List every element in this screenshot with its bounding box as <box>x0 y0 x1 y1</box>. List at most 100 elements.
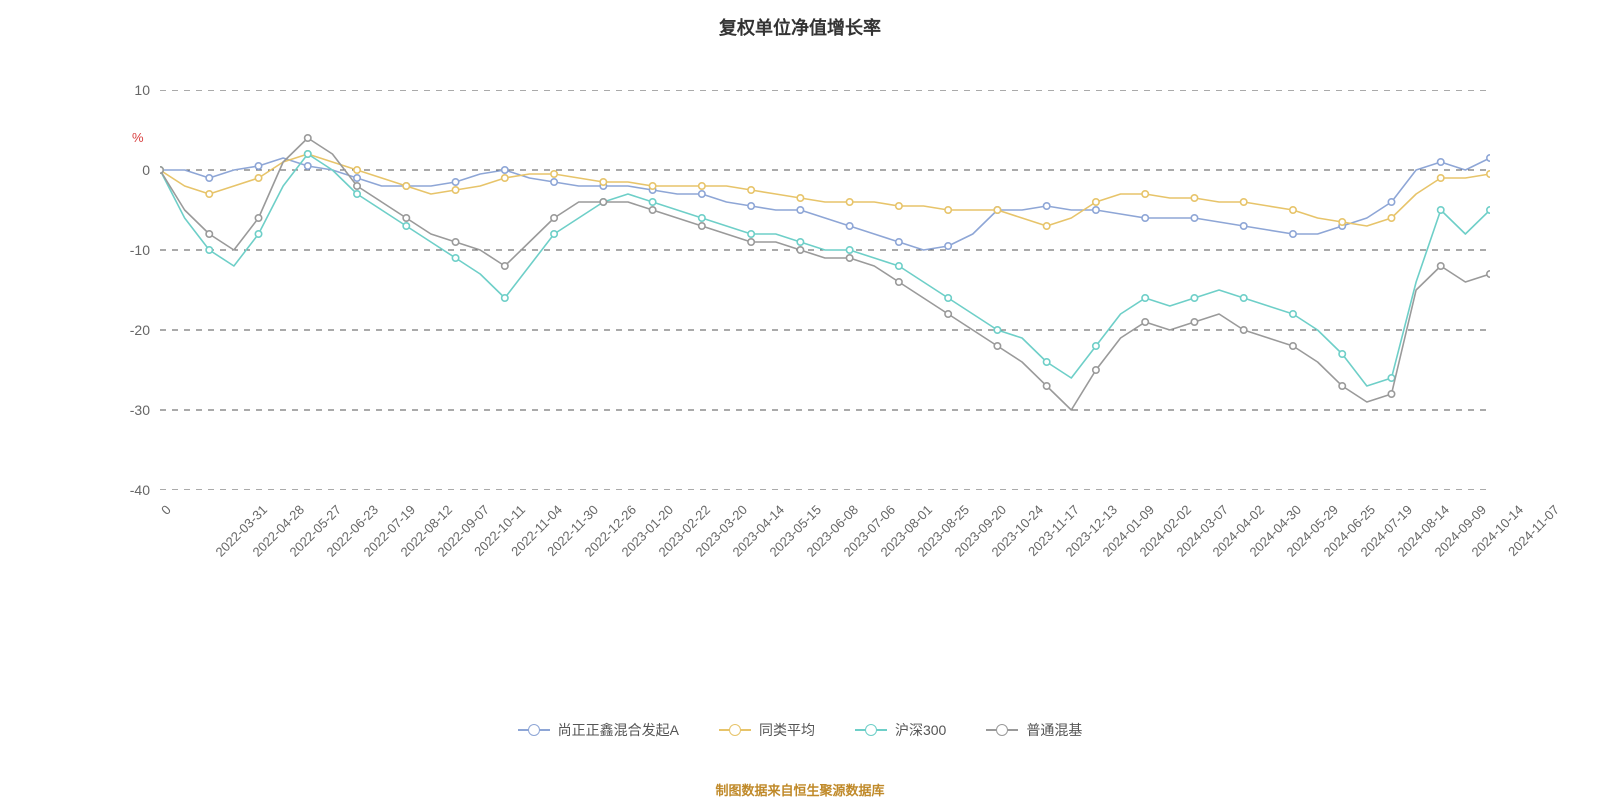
series-marker <box>1043 203 1049 209</box>
series-marker <box>1043 359 1049 365</box>
series-marker <box>354 191 360 197</box>
series-marker <box>1339 219 1345 225</box>
legend: 尚正正鑫混合发起A 同类平均 沪深300 普通混基 <box>0 720 1600 740</box>
legend-swatch <box>518 723 550 737</box>
series-marker <box>994 327 1000 333</box>
series-marker <box>1191 295 1197 301</box>
series-marker <box>699 215 705 221</box>
series-marker <box>1241 295 1247 301</box>
series-marker <box>699 191 705 197</box>
series-marker <box>649 207 655 213</box>
series-marker <box>403 183 409 189</box>
series-marker <box>1241 199 1247 205</box>
series-marker <box>649 199 655 205</box>
legend-label: 沪深300 <box>895 720 946 740</box>
series-marker <box>1093 207 1099 213</box>
series-marker <box>502 167 508 173</box>
series-marker <box>206 231 212 237</box>
series-marker <box>896 203 902 209</box>
series-marker <box>206 191 212 197</box>
series-marker <box>994 207 1000 213</box>
series-marker <box>452 239 458 245</box>
series-marker <box>994 343 1000 349</box>
series-marker <box>1142 215 1148 221</box>
series-marker <box>551 215 557 221</box>
series-marker <box>945 295 951 301</box>
series-marker <box>1093 343 1099 349</box>
series-marker <box>452 187 458 193</box>
series-marker <box>354 183 360 189</box>
data-source-footer: 制图数据来自恒生聚源数据库 <box>0 780 1600 799</box>
series-line <box>160 154 1490 226</box>
y-axis-unit: % <box>132 130 144 145</box>
legend-label: 普通混基 <box>1026 720 1082 740</box>
series-marker <box>255 215 261 221</box>
series-marker <box>600 199 606 205</box>
series-marker <box>1142 191 1148 197</box>
series-marker <box>1388 215 1394 221</box>
series-marker <box>403 215 409 221</box>
legend-label: 尚正正鑫混合发起A <box>558 720 679 740</box>
legend-label: 同类平均 <box>759 720 815 740</box>
series-marker <box>1191 195 1197 201</box>
series-marker <box>1241 223 1247 229</box>
series-marker <box>1388 375 1394 381</box>
series-marker <box>354 175 360 181</box>
series-marker <box>1487 171 1490 177</box>
chart-svg <box>160 90 1490 490</box>
series-marker <box>846 247 852 253</box>
series-marker <box>551 179 557 185</box>
legend-item: 普通混基 <box>986 720 1082 740</box>
legend-swatch <box>986 723 1018 737</box>
y-tick-label: -10 <box>110 242 150 258</box>
series-marker <box>1241 327 1247 333</box>
series-marker <box>1438 175 1444 181</box>
series-marker <box>1043 383 1049 389</box>
series-marker <box>354 167 360 173</box>
series-marker <box>1290 343 1296 349</box>
series-marker <box>748 231 754 237</box>
legend-item: 尚正正鑫混合发起A <box>518 720 679 740</box>
series-marker <box>846 255 852 261</box>
series-marker <box>160 167 163 173</box>
series-marker <box>797 207 803 213</box>
series-marker <box>896 263 902 269</box>
series-marker <box>1438 207 1444 213</box>
series-marker <box>945 207 951 213</box>
series-marker <box>305 135 311 141</box>
y-tick-label: -40 <box>110 482 150 498</box>
x-tick-label: 0 <box>158 502 174 518</box>
series-marker <box>1438 159 1444 165</box>
y-tick-label: -30 <box>110 402 150 418</box>
series-marker <box>403 223 409 229</box>
series-marker <box>1388 199 1394 205</box>
series-marker <box>797 195 803 201</box>
series-marker <box>551 231 557 237</box>
series-marker <box>1339 351 1345 357</box>
series-marker <box>452 179 458 185</box>
series-marker <box>1290 311 1296 317</box>
series-marker <box>255 163 261 169</box>
series-marker <box>502 263 508 269</box>
series-marker <box>255 175 261 181</box>
series-marker <box>1487 271 1490 277</box>
series-marker <box>1191 215 1197 221</box>
series-marker <box>748 239 754 245</box>
series-marker <box>649 183 655 189</box>
series-marker <box>1290 207 1296 213</box>
series-marker <box>1290 231 1296 237</box>
series-marker <box>206 247 212 253</box>
series-marker <box>945 311 951 317</box>
series-marker <box>896 239 902 245</box>
series-marker <box>748 203 754 209</box>
series-marker <box>797 239 803 245</box>
series-marker <box>206 175 212 181</box>
series-marker <box>748 187 754 193</box>
legend-item: 同类平均 <box>719 720 815 740</box>
legend-swatch <box>719 723 751 737</box>
series-marker <box>502 175 508 181</box>
series-marker <box>1487 155 1490 161</box>
series-marker <box>305 163 311 169</box>
series-marker <box>945 243 951 249</box>
series-marker <box>600 179 606 185</box>
